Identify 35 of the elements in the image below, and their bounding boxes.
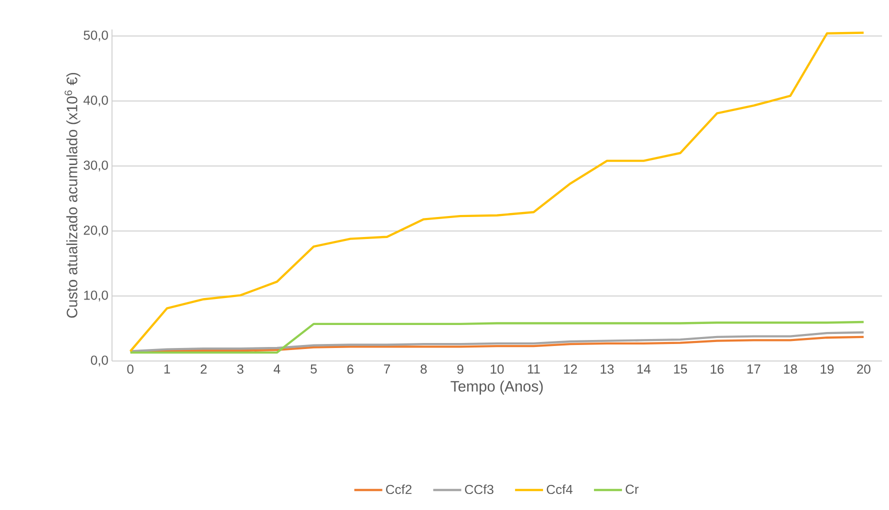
x-tick-label: 13 [600,364,614,374]
y-tick-label: 40,0 [83,96,108,106]
y-tick-label: 30,0 [84,160,108,172]
x-tick-label: 20 [857,364,870,374]
x-tick-label: 10 [490,364,504,374]
x-tick-label: 18 [784,364,797,374]
x-tick-label: 12 [564,364,577,374]
x-tick-label: 3 [237,364,244,374]
x-tick-label: 14 [637,364,651,374]
x-tick-label: 8 [420,364,427,374]
line-series [129,331,865,352]
x-tick-label: 9 [457,364,464,374]
x-axis-title: Tempo (Anos) [450,380,543,395]
x-tick-label: 0 [127,364,134,374]
x-tick-label: 4 [274,364,280,374]
y-tick-label: 20,0 [84,226,108,236]
legend-label: Ccf2 [386,484,412,494]
y-tick-label: 50,0 [84,30,108,42]
y-tick-label: 10,0 [84,290,108,302]
x-tick-label: 6 [347,364,354,374]
x-tick-label: 5 [310,364,317,374]
x-tick-label: 16 [710,364,724,374]
y-tick-label: 0,0 [90,356,108,366]
legend-label: CCf3 [464,484,494,494]
x-tick-label: 19 [820,364,834,374]
legend-label: Cr [626,484,639,494]
line-series [129,32,865,352]
x-tick-label: 1 [164,364,170,374]
legend-label: Ccf4 [546,484,573,494]
x-tick-label: 15 [674,364,688,374]
x-tick-label: 11 [528,364,540,374]
y-axis-title: Custo atualizado acumulado (x10$^{6}$ €) [64,72,80,318]
x-tick-label: 17 [747,364,760,374]
x-tick-label: 7 [384,364,390,374]
x-tick-label: 2 [200,364,207,374]
